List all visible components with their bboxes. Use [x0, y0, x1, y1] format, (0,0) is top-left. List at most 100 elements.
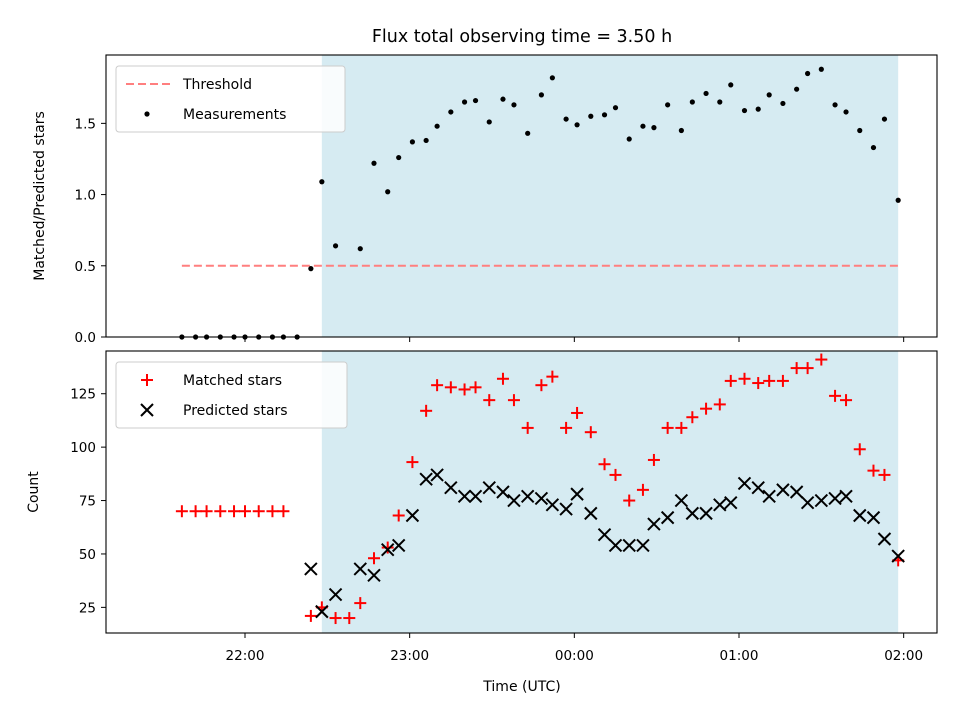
measurement-point [703, 90, 709, 97]
x-axis-label: Time (UTC) [482, 679, 560, 695]
predicted-star-point [762, 489, 776, 503]
predicted-star-point [828, 491, 842, 506]
measurement-point [728, 82, 734, 88]
predicted-star-point [776, 483, 790, 497]
measurement-point [832, 102, 838, 108]
top-x-ticks [244, 337, 905, 342]
matched-star-point [458, 383, 471, 396]
matched-star-point [469, 381, 482, 394]
predicted-star-point [789, 485, 804, 499]
measurement-point [794, 86, 800, 92]
top-y-tick-label: 0.0 [75, 330, 96, 346]
top-panel: 0.0 0.5 1.0 1.5 Matched/Predicted stars Thr… [32, 54, 938, 346]
measurement-point [717, 99, 723, 105]
predicted-star-point [419, 472, 433, 486]
predicted-star-point [559, 502, 573, 516]
predicted-star-point [891, 549, 905, 563]
measurement-point [357, 246, 363, 252]
matched-star-point [878, 468, 891, 481]
matched-star-point [521, 421, 534, 434]
top-y-tick-label: 1.5 [75, 116, 96, 132]
matched-star-point [790, 362, 803, 375]
predicted-star-point [391, 538, 406, 553]
matched-star-point [507, 394, 520, 407]
predicted-star-point [647, 517, 661, 531]
predicted-star-point [405, 508, 420, 523]
measurements-legend-label: Measurements [183, 107, 286, 123]
matched-star-point [724, 374, 737, 387]
top-y-tick-label: 1.0 [75, 188, 96, 204]
top-axes-frame [105, 54, 938, 338]
matched-star-point [584, 426, 597, 439]
matched-star-point [343, 612, 356, 625]
matched-star-point [354, 597, 367, 610]
bottom-y-tick-label: 50 [79, 547, 96, 563]
predicted-star-point [430, 468, 444, 482]
measurement-point [665, 102, 671, 108]
matched-star-point [392, 509, 405, 522]
bottom-y-ticks: 25 50 75 100 125 [70, 387, 106, 616]
measurement-point [500, 96, 506, 102]
measurement-point [371, 160, 377, 166]
predicted-star-point [304, 562, 318, 576]
top-shaded-span [321, 55, 899, 337]
bottom-x-tick-label: 01:00 [720, 648, 759, 664]
matched-star-point [189, 505, 202, 518]
matched-star-point [636, 483, 649, 496]
measurement-point [574, 122, 580, 128]
measurement-point [588, 113, 594, 119]
predicted-star-point [699, 506, 713, 521]
predicted-star-point [328, 587, 343, 602]
bottom-y-tick-label: 100 [70, 440, 96, 456]
measurement-point [511, 102, 517, 108]
predicted-star-point [353, 562, 367, 576]
measurement-point [601, 112, 608, 118]
measurement-point [396, 154, 402, 161]
measurement-point [689, 99, 695, 105]
matched-star-point [853, 443, 866, 456]
bottom-x-tick-label: 23:00 [390, 648, 429, 664]
measurement-point [612, 105, 619, 111]
matched-star-point [420, 404, 433, 417]
predicted-star-point [713, 498, 727, 512]
measurement-point [409, 139, 416, 145]
matched-star-point [304, 609, 317, 622]
measurement-point [857, 127, 863, 134]
predicted-star-point [468, 489, 483, 503]
matched-star-point [252, 505, 265, 518]
measurement-point [818, 66, 824, 72]
top-y-tick-label: 0.5 [75, 259, 96, 275]
predicted-legend-label: Predicted stars [183, 403, 288, 419]
matched-star-point [815, 353, 828, 366]
bottom-y-axis-label: Count [26, 471, 42, 513]
bottom-legend-box [115, 361, 348, 429]
measurement-point [472, 97, 479, 104]
matched-star-point [277, 505, 290, 518]
matched-star-point [829, 389, 842, 402]
measurement-point [626, 136, 632, 142]
bottom-x-tick-label: 00:00 [555, 648, 594, 664]
measurement-point [308, 266, 314, 272]
measurement-point [332, 243, 339, 249]
bottom-x-tick-label: 22:00 [226, 648, 265, 664]
bottom-y-tick-label: 125 [70, 387, 96, 403]
top-y-ticks: 0.0 0.5 1.0 1.5 [75, 116, 106, 346]
matched-star-point [329, 612, 342, 625]
measurement-point [895, 197, 901, 203]
bottom-shaded-span [321, 351, 899, 633]
matched-star-point [840, 394, 853, 407]
measurement-point [741, 107, 748, 114]
top-legend-box [115, 65, 346, 133]
top-y-axis-label: Matched/Predicted stars [32, 111, 48, 281]
bottom-y-tick-label: 75 [79, 494, 96, 510]
predicted-star-point [724, 495, 738, 510]
matched-star-point [496, 372, 509, 385]
matched-star-point [609, 468, 622, 481]
measurement-point [843, 109, 849, 115]
predicted-star-point [457, 489, 472, 503]
predicted-star-point [496, 485, 510, 499]
bottom-x-tick-label: 02:00 [884, 648, 923, 664]
measurement-point [448, 109, 454, 115]
predicted-star-point [685, 506, 700, 521]
predicted-star-point [608, 538, 623, 553]
